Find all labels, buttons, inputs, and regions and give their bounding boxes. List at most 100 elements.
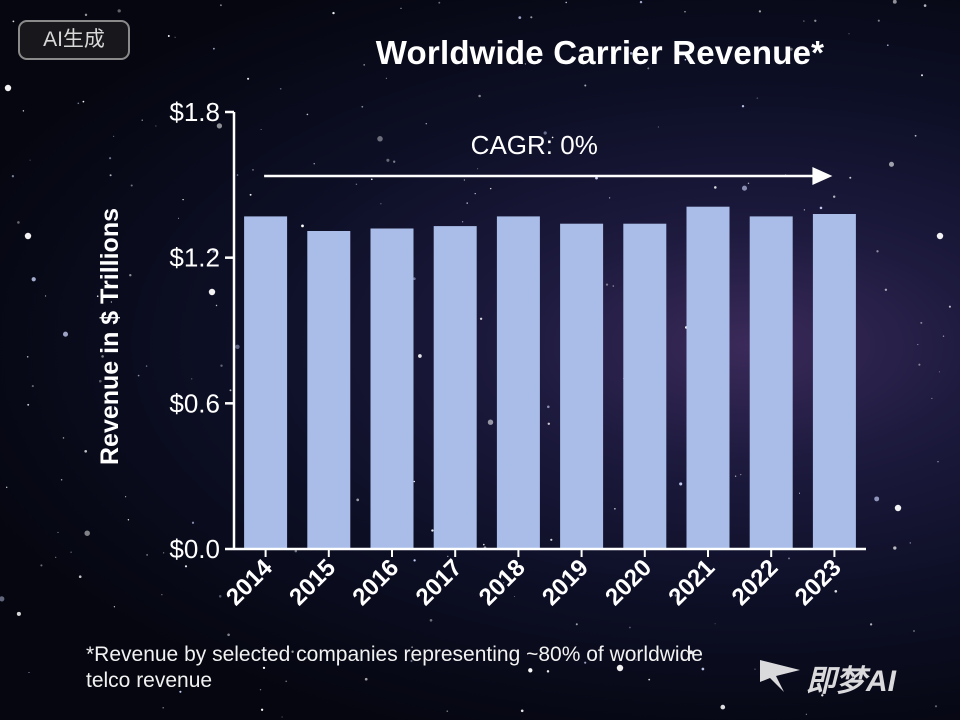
star xyxy=(167,35,170,37)
bars-layer xyxy=(244,206,856,549)
star xyxy=(547,405,550,409)
star xyxy=(306,113,309,116)
star xyxy=(614,508,616,510)
star xyxy=(400,7,402,9)
star xyxy=(547,422,551,426)
star xyxy=(117,9,121,13)
star xyxy=(648,678,651,681)
star xyxy=(937,461,939,463)
star xyxy=(364,677,368,681)
star xyxy=(833,195,836,198)
star xyxy=(84,13,88,17)
star xyxy=(931,397,933,399)
star xyxy=(174,36,176,38)
star xyxy=(26,356,29,358)
star xyxy=(888,161,895,167)
x-tick-label: 2023 xyxy=(790,554,847,611)
star xyxy=(0,596,5,602)
star xyxy=(77,102,80,105)
star xyxy=(385,77,387,79)
star xyxy=(921,74,923,77)
star xyxy=(942,335,945,337)
star xyxy=(252,169,254,171)
star xyxy=(474,192,476,195)
star xyxy=(110,301,113,303)
star xyxy=(489,187,492,190)
star xyxy=(361,105,364,108)
star xyxy=(425,122,428,125)
star xyxy=(819,206,823,210)
star xyxy=(11,175,15,178)
star xyxy=(17,221,20,224)
x-tick-label: 2017 xyxy=(411,554,468,611)
star xyxy=(6,486,8,488)
y-ticks: $0.0 $0.6 $1.2 $1.8 xyxy=(169,97,234,564)
star xyxy=(216,123,223,129)
watermark-text: 即梦AI xyxy=(806,665,896,698)
bar-2021 xyxy=(686,206,730,549)
star xyxy=(101,355,104,358)
star xyxy=(803,20,805,22)
star xyxy=(789,47,793,51)
star xyxy=(543,131,547,135)
star xyxy=(734,475,737,477)
star xyxy=(260,128,262,131)
star xyxy=(184,565,188,568)
x-tick-label: 2019 xyxy=(537,554,594,611)
star xyxy=(647,67,650,70)
star xyxy=(191,378,193,380)
star xyxy=(313,163,315,165)
star xyxy=(212,250,216,253)
star xyxy=(739,473,742,476)
star xyxy=(938,371,940,373)
star xyxy=(55,556,57,558)
star xyxy=(260,708,264,711)
star xyxy=(145,365,148,367)
star xyxy=(137,374,140,377)
star xyxy=(605,283,609,286)
star xyxy=(62,437,65,439)
star xyxy=(70,551,72,553)
cagr-arrow-head-icon xyxy=(812,167,833,185)
bar-2023 xyxy=(812,214,856,549)
star xyxy=(684,11,686,13)
star xyxy=(463,179,466,181)
star xyxy=(584,661,587,664)
x-tick-label: 2018 xyxy=(474,554,531,611)
y-axis-title: Revenue in $ Trillions xyxy=(96,208,124,465)
star xyxy=(584,84,587,87)
star xyxy=(370,178,373,181)
star xyxy=(393,160,396,163)
star xyxy=(162,706,164,709)
jimeng-logo-icon xyxy=(760,660,800,692)
y-tick-label: $0.6 xyxy=(169,388,220,418)
bar-2016 xyxy=(370,228,414,549)
footnote-line-1: *Revenue by selected companies represent… xyxy=(86,643,703,666)
star xyxy=(57,531,59,533)
bright-star xyxy=(936,232,944,240)
star xyxy=(741,104,745,108)
star xyxy=(714,186,717,189)
star xyxy=(758,10,762,13)
star xyxy=(629,52,633,55)
star xyxy=(410,659,413,663)
star xyxy=(524,63,527,65)
star xyxy=(413,480,416,483)
star xyxy=(31,385,34,388)
star xyxy=(82,100,85,103)
star xyxy=(516,649,519,652)
star xyxy=(12,20,15,23)
star xyxy=(182,198,184,201)
cagr-annotation: CAGR: 0% xyxy=(264,130,833,185)
star xyxy=(551,136,554,139)
bar-2019 xyxy=(560,223,604,549)
star xyxy=(301,224,304,228)
star xyxy=(869,623,873,626)
star xyxy=(259,689,262,691)
star xyxy=(873,677,875,680)
star xyxy=(934,705,938,708)
star xyxy=(876,250,879,253)
star xyxy=(429,618,433,622)
star xyxy=(798,492,801,494)
